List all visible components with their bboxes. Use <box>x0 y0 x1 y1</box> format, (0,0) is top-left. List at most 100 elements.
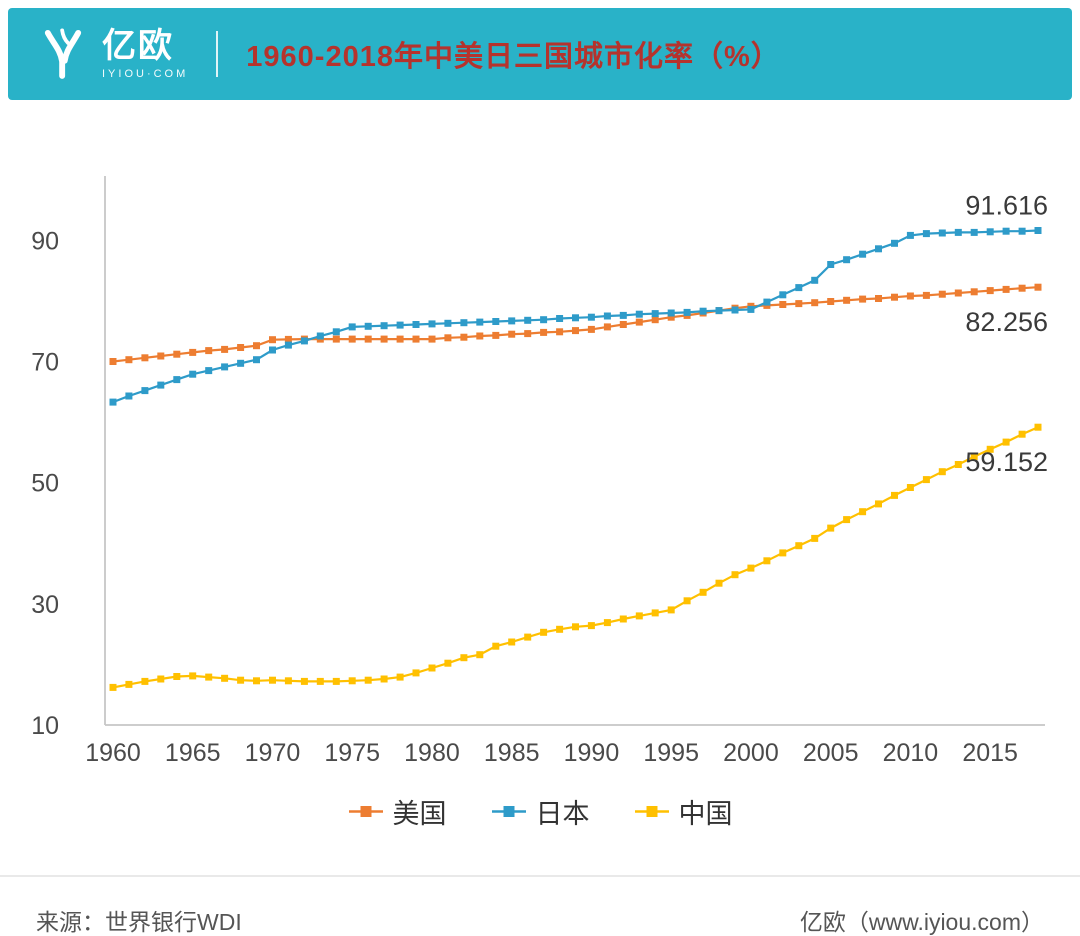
x-tick-label: 1960 <box>85 739 141 767</box>
series-marker <box>1034 227 1042 234</box>
series-marker <box>540 628 548 636</box>
series-marker <box>747 564 755 572</box>
series-marker <box>157 675 165 683</box>
series-marker <box>635 612 643 620</box>
series-marker <box>492 331 500 339</box>
x-tick-label: 2005 <box>803 739 859 767</box>
series-marker <box>1018 284 1026 292</box>
y-tick-label: 70 <box>31 348 59 376</box>
series-marker <box>396 335 404 343</box>
series-marker <box>141 354 149 362</box>
legend-marker-icon <box>348 806 383 817</box>
series-marker <box>779 301 787 308</box>
series-marker <box>476 318 484 326</box>
series-marker <box>412 669 420 677</box>
series-marker <box>396 673 404 681</box>
series-marker <box>986 228 994 236</box>
series-marker <box>492 642 500 650</box>
series-marker <box>125 392 133 400</box>
x-tick-label: 1995 <box>643 739 699 767</box>
series-marker <box>300 337 308 345</box>
series-marker <box>460 333 468 341</box>
series-marker <box>205 673 213 681</box>
series-marker <box>875 245 882 253</box>
series-marker <box>779 291 787 299</box>
series-marker <box>237 359 245 367</box>
series-marker <box>827 261 835 268</box>
series-marker <box>444 334 452 342</box>
series-marker <box>954 461 962 468</box>
legend-marker-icon <box>634 806 669 817</box>
y-tick-label: 10 <box>31 712 59 740</box>
chart-area: 10 30 50 70 90 1960 1965 1970 1975 1980 1985 1990 19… <box>0 108 1080 831</box>
series-marker <box>667 313 675 321</box>
series-marker <box>572 314 579 322</box>
series-marker <box>1002 227 1010 235</box>
series-marker <box>428 664 436 672</box>
header-divider <box>216 31 219 77</box>
x-tick-label: 1985 <box>484 739 540 767</box>
header-banner: 亿欧 IYIOU·COM 1960-2018年中美日三国城市化率（%） <box>8 8 1072 100</box>
series-marker <box>731 306 739 314</box>
legend-label: 美国 <box>392 799 447 829</box>
series-marker <box>157 381 165 389</box>
series-marker <box>859 250 867 258</box>
series-marker <box>891 491 898 499</box>
series-marker <box>364 322 372 330</box>
legend-label: 中国 <box>678 799 733 829</box>
series-marker <box>938 468 946 476</box>
series-marker <box>269 336 276 344</box>
series-marker <box>300 677 308 685</box>
legend-item-美国: 美国 <box>348 792 447 831</box>
y-tick-label: 90 <box>31 227 59 255</box>
series-marker <box>795 300 803 308</box>
series-marker <box>986 287 994 295</box>
series-marker <box>795 542 803 550</box>
series-marker <box>603 323 611 331</box>
footer: 来源：世界银行WDI 亿欧（www.iyiou.com） <box>0 875 1080 936</box>
x-tick-label: 1975 <box>324 739 380 767</box>
series-marker <box>747 305 755 313</box>
series-marker <box>316 677 324 685</box>
series-marker <box>667 309 675 317</box>
series-marker <box>269 676 276 684</box>
series-marker <box>221 345 229 353</box>
series-marker <box>891 239 898 247</box>
series-marker <box>173 350 181 358</box>
series-marker <box>603 312 611 320</box>
series-marker <box>970 453 978 461</box>
series-marker <box>428 320 436 328</box>
series-marker <box>1018 430 1026 438</box>
brand: 亿欧 IYIOU·COM <box>36 27 188 81</box>
series-marker <box>348 323 356 331</box>
series-marker <box>524 316 532 324</box>
series-marker <box>476 651 484 659</box>
brand-subtitle: IYIOU·COM <box>102 67 189 80</box>
series-marker <box>651 609 659 617</box>
series-marker <box>380 675 388 683</box>
series-marker <box>906 231 914 239</box>
series-marker <box>412 321 420 328</box>
series-marker <box>715 307 723 315</box>
series-marker <box>1002 285 1010 293</box>
series-marker <box>125 356 133 364</box>
series-marker <box>284 335 292 343</box>
series-marker <box>938 229 946 237</box>
series-line-美国 <box>112 286 1039 363</box>
series-marker <box>651 316 659 324</box>
series-marker <box>763 298 771 306</box>
series-marker <box>970 228 978 236</box>
series-marker <box>460 319 468 327</box>
series-marker <box>731 571 739 579</box>
series-marker <box>922 291 930 299</box>
series-marker <box>508 317 516 325</box>
series-marker <box>492 318 500 325</box>
series-marker <box>922 230 930 238</box>
series-marker <box>1034 283 1042 291</box>
end-value-label-美国: 82.256 <box>965 307 1048 337</box>
x-tick-label: 1990 <box>564 739 620 767</box>
series-marker <box>954 289 962 297</box>
series-marker <box>157 352 165 360</box>
series-marker <box>683 597 691 605</box>
series-marker <box>284 677 292 685</box>
